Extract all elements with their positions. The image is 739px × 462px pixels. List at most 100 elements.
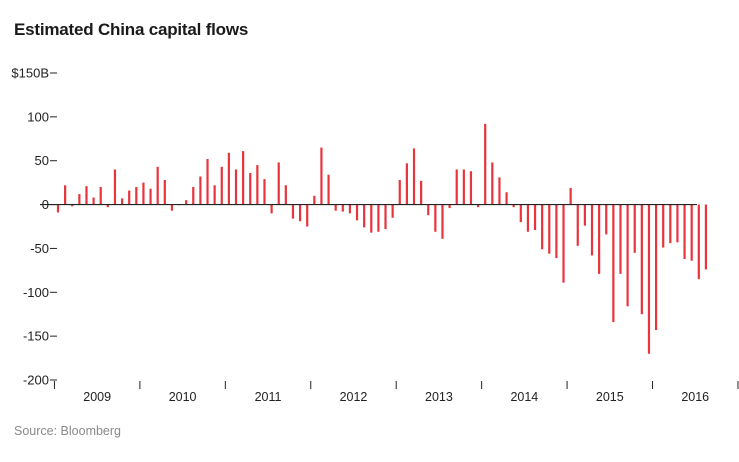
bar (234, 169, 238, 205)
bar (640, 204, 643, 315)
y-tick-label: -200 (23, 373, 49, 388)
y-tick-label: -100 (23, 285, 49, 300)
bar (654, 204, 658, 330)
bar (647, 204, 651, 354)
bar (683, 204, 686, 259)
x-tick-label: 2012 (340, 390, 368, 404)
bar (149, 188, 152, 205)
bar (128, 190, 131, 205)
bar (384, 204, 387, 230)
x-tick-label: 2013 (425, 390, 453, 404)
x-tick-label: 2009 (83, 390, 111, 404)
bar (170, 204, 174, 211)
y-tick-label: $150B (11, 66, 49, 81)
bar (519, 204, 522, 223)
bar (441, 204, 444, 239)
bar (469, 171, 473, 205)
y-tick-label: 50 (35, 153, 49, 168)
bar (185, 200, 188, 205)
bar (163, 180, 166, 205)
bar (669, 204, 672, 244)
bar (306, 204, 309, 227)
bar (249, 172, 252, 205)
x-axis: 2009 2010 2011 2012 2013 2014 2015 2016 (40, 204, 739, 404)
bar (113, 169, 117, 205)
bar (348, 204, 352, 214)
bar (206, 158, 209, 205)
x-tick-label: 2011 (255, 390, 282, 404)
bar (298, 204, 302, 222)
bar (192, 187, 195, 205)
bar (391, 204, 394, 218)
bar (555, 204, 558, 259)
bar (427, 204, 430, 216)
bar (462, 169, 465, 205)
bar (227, 152, 230, 205)
bar (220, 166, 223, 205)
bar (71, 204, 74, 207)
bar (690, 204, 693, 261)
bar (263, 179, 266, 205)
x-tick-label: 2014 (510, 390, 538, 404)
bar (363, 204, 366, 228)
bar (455, 169, 458, 205)
bar (277, 162, 280, 205)
bar (605, 204, 608, 235)
bar (398, 180, 401, 205)
chart-title: Estimated China capital flows (14, 20, 249, 39)
bar (213, 185, 216, 205)
bar (64, 185, 67, 205)
bar (412, 148, 416, 205)
bar (56, 204, 60, 213)
bar (612, 204, 615, 323)
bar (85, 186, 88, 205)
x-tick-label: 2010 (169, 390, 197, 404)
bar (491, 162, 494, 205)
bar (626, 204, 629, 307)
bar (291, 204, 295, 219)
bar (327, 174, 330, 205)
bar (526, 204, 530, 232)
source-note: Source: Bloomberg (14, 424, 122, 438)
bar (92, 197, 95, 205)
bar (512, 204, 515, 208)
bar (199, 176, 202, 205)
bar (284, 185, 287, 205)
bar (142, 182, 145, 205)
bar (106, 204, 109, 208)
bar (562, 204, 565, 283)
bar (697, 204, 700, 280)
bar (576, 204, 579, 246)
bar (569, 187, 572, 205)
bars (56, 123, 708, 354)
y-tick-label: -50 (30, 241, 49, 256)
bar (541, 204, 544, 250)
bar (434, 204, 437, 232)
x-tick-label: 2016 (681, 390, 709, 404)
bar (662, 204, 665, 248)
bar (320, 147, 323, 205)
bar (270, 204, 273, 214)
bar (256, 165, 259, 205)
bar (448, 204, 451, 209)
bar (242, 151, 245, 205)
bar (676, 204, 679, 243)
bar (484, 123, 487, 205)
bar (156, 166, 159, 205)
x-tick-label: 2015 (596, 390, 624, 404)
bar (505, 192, 508, 205)
bar (78, 194, 81, 205)
bar (704, 204, 708, 270)
bar (355, 204, 359, 221)
bar (548, 204, 551, 254)
bar (619, 204, 622, 274)
bar (405, 163, 408, 205)
bar (420, 180, 423, 205)
bar (476, 204, 480, 208)
bar (135, 187, 138, 205)
bar (120, 198, 124, 205)
bar (498, 177, 501, 205)
bar (533, 204, 537, 231)
